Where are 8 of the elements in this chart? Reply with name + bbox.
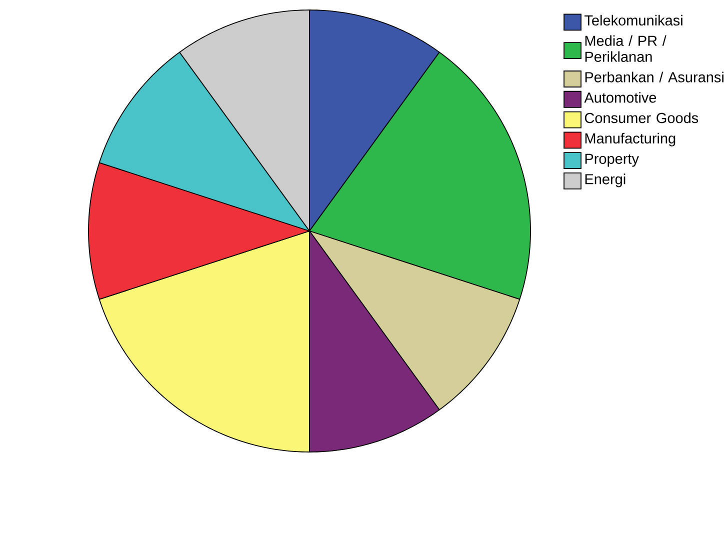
legend-label: Automotive — [584, 92, 656, 103]
legend-label: Property — [585, 154, 639, 167]
legend-label: Telekomunikasi — [584, 14, 682, 26]
legend-label: Perbankan / Asuransi — [585, 72, 724, 82]
legend-label: Consumer Goods — [584, 112, 698, 124]
legend-label: Media / PR / Periklanan — [585, 35, 666, 62]
legend-label: Manufacturing — [585, 132, 676, 146]
legend-label: Energi — [585, 174, 626, 188]
